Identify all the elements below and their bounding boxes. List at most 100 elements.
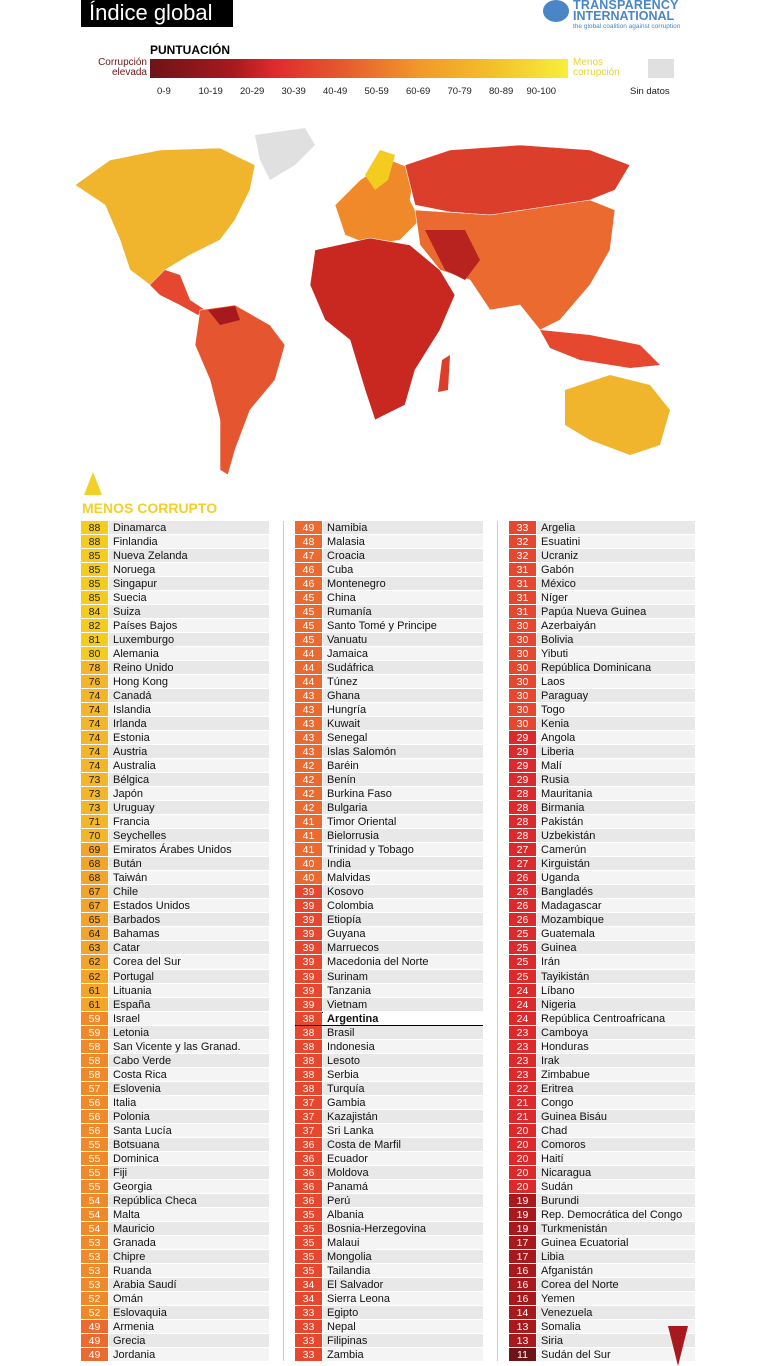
row-background xyxy=(323,1347,483,1361)
table-row: 33 Filipinas xyxy=(295,1333,483,1348)
country-name: Madagascar xyxy=(541,900,602,913)
country-name: Montenegro xyxy=(327,578,386,591)
country-name: Guatemala xyxy=(541,928,595,941)
row-background xyxy=(323,745,483,759)
row-background xyxy=(537,885,695,899)
score-cell: 68 xyxy=(81,857,108,871)
table-row: 28 Birmania xyxy=(509,801,695,816)
score-cell: 22 xyxy=(509,1081,536,1095)
country-name: Rusia xyxy=(541,774,570,787)
country-name: Egipto xyxy=(327,1306,359,1319)
row-background xyxy=(323,577,483,591)
score-cell: 49 xyxy=(295,521,322,535)
table-row: 38 Indonesia xyxy=(295,1039,483,1054)
score-cell: 39 xyxy=(295,899,322,913)
table-row: 85 Noruega xyxy=(81,563,269,578)
country-name: Ecuador xyxy=(327,1152,368,1165)
row-background xyxy=(109,619,269,633)
row-background xyxy=(537,549,695,563)
row-background xyxy=(537,955,695,969)
row-background xyxy=(109,549,269,563)
table-row: 20 Chad xyxy=(509,1123,695,1138)
country-name: Birmania xyxy=(541,802,585,815)
legend-title: PUNTUACIÓN xyxy=(150,43,230,57)
score-cell: 28 xyxy=(509,815,536,829)
row-background xyxy=(537,1081,695,1095)
table-row: 54 Mauricio xyxy=(81,1221,269,1236)
map-africa xyxy=(309,237,456,421)
table-row: 54 República Checa xyxy=(81,1193,269,1208)
country-name: Argentina xyxy=(327,1012,379,1025)
row-background xyxy=(537,633,695,647)
country-name: Sri Lanka xyxy=(327,1124,374,1137)
country-name: Fiji xyxy=(113,1166,128,1179)
table-row: 28 Mauritania xyxy=(509,787,695,802)
score-cell: 62 xyxy=(81,969,108,983)
map-greenland xyxy=(255,128,315,180)
score-cell: 25 xyxy=(509,941,536,955)
score-cell: 39 xyxy=(295,955,322,969)
score-cell: 27 xyxy=(509,843,536,857)
score-cell: 29 xyxy=(509,773,536,787)
table-row: 42 Baréin xyxy=(295,759,483,774)
country-name: Senegal xyxy=(327,732,368,745)
row-background xyxy=(537,759,695,773)
score-cell: 36 xyxy=(295,1151,322,1165)
row-background xyxy=(109,1319,269,1333)
row-background xyxy=(323,1291,483,1305)
row-background xyxy=(537,1179,695,1193)
map-venezuela xyxy=(208,306,240,325)
country-name: Siria xyxy=(541,1334,564,1347)
score-cell: 13 xyxy=(509,1319,536,1333)
logo-line1: TRANSPARENCY xyxy=(573,0,679,12)
score-cell: 62 xyxy=(81,955,108,969)
score-cell: 35 xyxy=(295,1249,322,1263)
score-cell: 55 xyxy=(81,1151,108,1165)
row-background xyxy=(109,535,269,549)
row-background xyxy=(537,1053,695,1067)
country-name: Botsuana xyxy=(113,1138,160,1151)
score-cell: 14 xyxy=(509,1305,536,1319)
score-cell: 85 xyxy=(81,549,108,563)
country-name: Islas Salomón xyxy=(327,746,397,759)
row-background xyxy=(537,661,695,675)
score-cell: 27 xyxy=(509,857,536,871)
score-cell: 31 xyxy=(509,591,536,605)
score-cell: 20 xyxy=(509,1179,536,1193)
country-name: Bolivia xyxy=(541,634,574,647)
score-cell: 54 xyxy=(81,1221,108,1235)
table-row: 29 Rusia xyxy=(509,773,695,788)
country-name: Gambia xyxy=(327,1096,366,1109)
row-background xyxy=(323,1249,483,1263)
table-row: 30 Laos xyxy=(509,675,695,690)
row-background xyxy=(323,675,483,689)
ranking-column-3: 33 Argelia 32 Esuatini 32 Ucraniz 31 Gabón 31 Méx… xyxy=(509,521,695,1362)
row-background xyxy=(537,871,695,885)
score-cell: 53 xyxy=(81,1249,108,1263)
row-background xyxy=(109,591,269,605)
score-cell: 36 xyxy=(295,1193,322,1207)
row-background xyxy=(323,857,483,871)
table-row: 43 Kuwait xyxy=(295,717,483,732)
country-name: Camboya xyxy=(541,1026,589,1039)
row-background xyxy=(109,843,269,857)
row-background xyxy=(323,1151,483,1165)
country-name: Bulgaria xyxy=(327,802,368,815)
score-cell: 35 xyxy=(295,1207,322,1221)
page-title: Índice global xyxy=(81,0,233,27)
score-cell: 31 xyxy=(509,563,536,577)
country-name: Dominica xyxy=(113,1152,159,1165)
row-background xyxy=(537,675,695,689)
row-background xyxy=(323,1193,483,1207)
country-name: Suecia xyxy=(113,592,147,605)
map-south-america xyxy=(194,304,286,476)
score-cell: 17 xyxy=(509,1249,536,1263)
row-background xyxy=(323,773,483,787)
country-name: Guinea Ecuatorial xyxy=(541,1236,629,1249)
table-row: 82 Países Bajos xyxy=(81,619,269,634)
row-background xyxy=(323,941,483,955)
country-name: Paraguay xyxy=(541,690,589,703)
country-name: Italia xyxy=(113,1096,137,1109)
table-row: 25 Guinea xyxy=(509,941,695,956)
row-background xyxy=(323,1263,483,1277)
